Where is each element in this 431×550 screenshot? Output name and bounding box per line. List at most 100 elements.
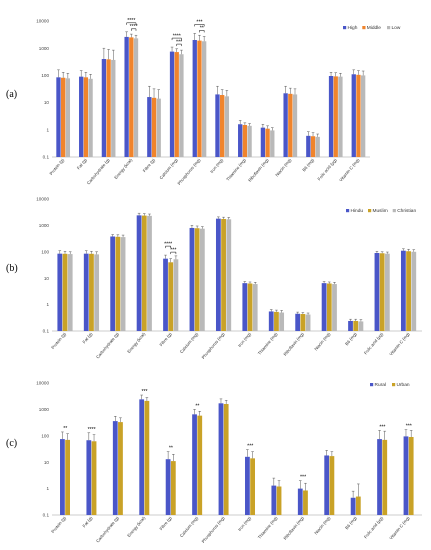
- bar-urban: [91, 441, 97, 515]
- bar-hindu: [110, 236, 116, 331]
- panel-label: (b): [6, 263, 18, 274]
- bar-hindu: [163, 258, 168, 331]
- bar-low: [315, 136, 320, 157]
- category-label: Riboflavin (mg): [282, 515, 305, 541]
- category-label: Fat (g): [81, 515, 93, 528]
- bar-high: [124, 36, 129, 158]
- y-tick-label: 1000: [39, 223, 50, 228]
- bar-christian: [332, 284, 337, 331]
- bar-hindu: [136, 215, 142, 331]
- bar-high: [328, 76, 334, 157]
- significance-label: **: [169, 446, 173, 452]
- category-label: Energy (kcal): [126, 331, 146, 354]
- category-label: Calcium (mg): [179, 515, 200, 538]
- legend-label: Middle: [367, 25, 381, 31]
- bar-muslim: [379, 253, 385, 331]
- bar-low: [201, 41, 207, 157]
- category-label: Thiamine (mg): [257, 331, 279, 356]
- category-label: Folic acid (µg): [363, 515, 385, 539]
- bar-rural: [192, 414, 197, 515]
- panel-label: (a): [6, 89, 17, 100]
- y-tick-label: 1000: [39, 46, 50, 51]
- bar-rural: [112, 421, 118, 515]
- y-tick-label: 0.1: [43, 155, 50, 160]
- legend-swatch: [387, 26, 391, 30]
- bar-high: [306, 135, 311, 157]
- legend-swatch: [392, 383, 396, 387]
- bar-high: [147, 97, 152, 157]
- significance-bracket: [194, 24, 205, 27]
- category-label: Carbohydrate (g): [95, 515, 120, 544]
- bar-urban: [408, 437, 414, 515]
- bar-muslim: [62, 253, 68, 331]
- bar-middle: [288, 93, 293, 157]
- y-tick-label: 10000: [36, 197, 49, 202]
- bar-middle: [61, 77, 66, 157]
- y-tick-label: 10: [44, 100, 50, 105]
- y-tick-label: 10000: [36, 19, 49, 24]
- significance-label: ****: [173, 33, 181, 39]
- category-label: B6 (mg): [344, 331, 358, 346]
- bar-high: [351, 74, 356, 157]
- y-tick-label: 10: [44, 460, 50, 465]
- bar-muslim: [115, 236, 121, 331]
- bar-high: [215, 94, 220, 157]
- bar-christian: [67, 254, 73, 331]
- legend-swatch: [346, 209, 350, 213]
- bar-urban: [276, 486, 282, 515]
- bar-christian: [94, 254, 100, 331]
- category-label: B6 (mg): [344, 515, 358, 530]
- category-label: Thiamine (mg): [225, 157, 247, 182]
- significance-label: ***: [379, 424, 385, 430]
- bar-low: [179, 54, 184, 158]
- category-label: Phosphorus (mg): [176, 157, 201, 186]
- bar-rural: [139, 399, 145, 515]
- bar-hindu: [295, 313, 301, 331]
- y-tick-label: 100: [41, 433, 49, 438]
- legend-label: Hindu: [351, 208, 364, 214]
- bar-middle: [129, 37, 134, 157]
- bar-muslim: [221, 218, 226, 331]
- category-label: Riboflavin (mg): [282, 331, 305, 357]
- bar-urban: [118, 422, 123, 515]
- bar-urban: [197, 415, 203, 515]
- bar-urban: [303, 490, 308, 515]
- legend-swatch: [370, 383, 374, 387]
- bar-christian: [226, 219, 232, 331]
- significance-label: ***: [247, 444, 253, 450]
- category-label: Vitamin C (mg): [388, 331, 411, 357]
- bar-christian: [411, 251, 417, 331]
- bar-rural: [218, 403, 224, 515]
- bar-high: [283, 93, 288, 157]
- y-tick-label: 10: [44, 276, 50, 281]
- bar-low: [270, 130, 275, 157]
- bar-middle: [197, 40, 202, 157]
- bar-rural: [403, 436, 409, 515]
- bar-muslim: [274, 311, 279, 331]
- bar-middle: [356, 74, 361, 157]
- legend-swatch: [368, 209, 372, 213]
- bar-hindu: [348, 320, 353, 331]
- bar-christian: [252, 284, 258, 331]
- category-label: Folic acid (µg): [363, 331, 385, 355]
- bar-rural: [350, 497, 356, 515]
- category-label: Iron (mg): [237, 331, 252, 348]
- bar-hindu: [242, 283, 248, 331]
- bar-christian: [358, 321, 364, 331]
- y-tick-label: 100: [41, 73, 49, 78]
- significance-label: ***: [141, 389, 147, 395]
- category-label: Fibre (g): [142, 157, 157, 173]
- bar-high: [238, 124, 243, 157]
- significance-label: ***: [300, 475, 306, 481]
- bar-muslim: [353, 320, 359, 331]
- category-label: Fibre (g): [158, 515, 173, 531]
- significance-bracket: [126, 22, 137, 25]
- bar-christian: [384, 253, 390, 331]
- significance-label: ****: [130, 24, 138, 30]
- legend-label: Rural: [375, 382, 386, 388]
- y-tick-label: 1000: [39, 407, 50, 412]
- significance-label: ***: [406, 424, 412, 430]
- category-label: Niacin (mg): [313, 331, 331, 351]
